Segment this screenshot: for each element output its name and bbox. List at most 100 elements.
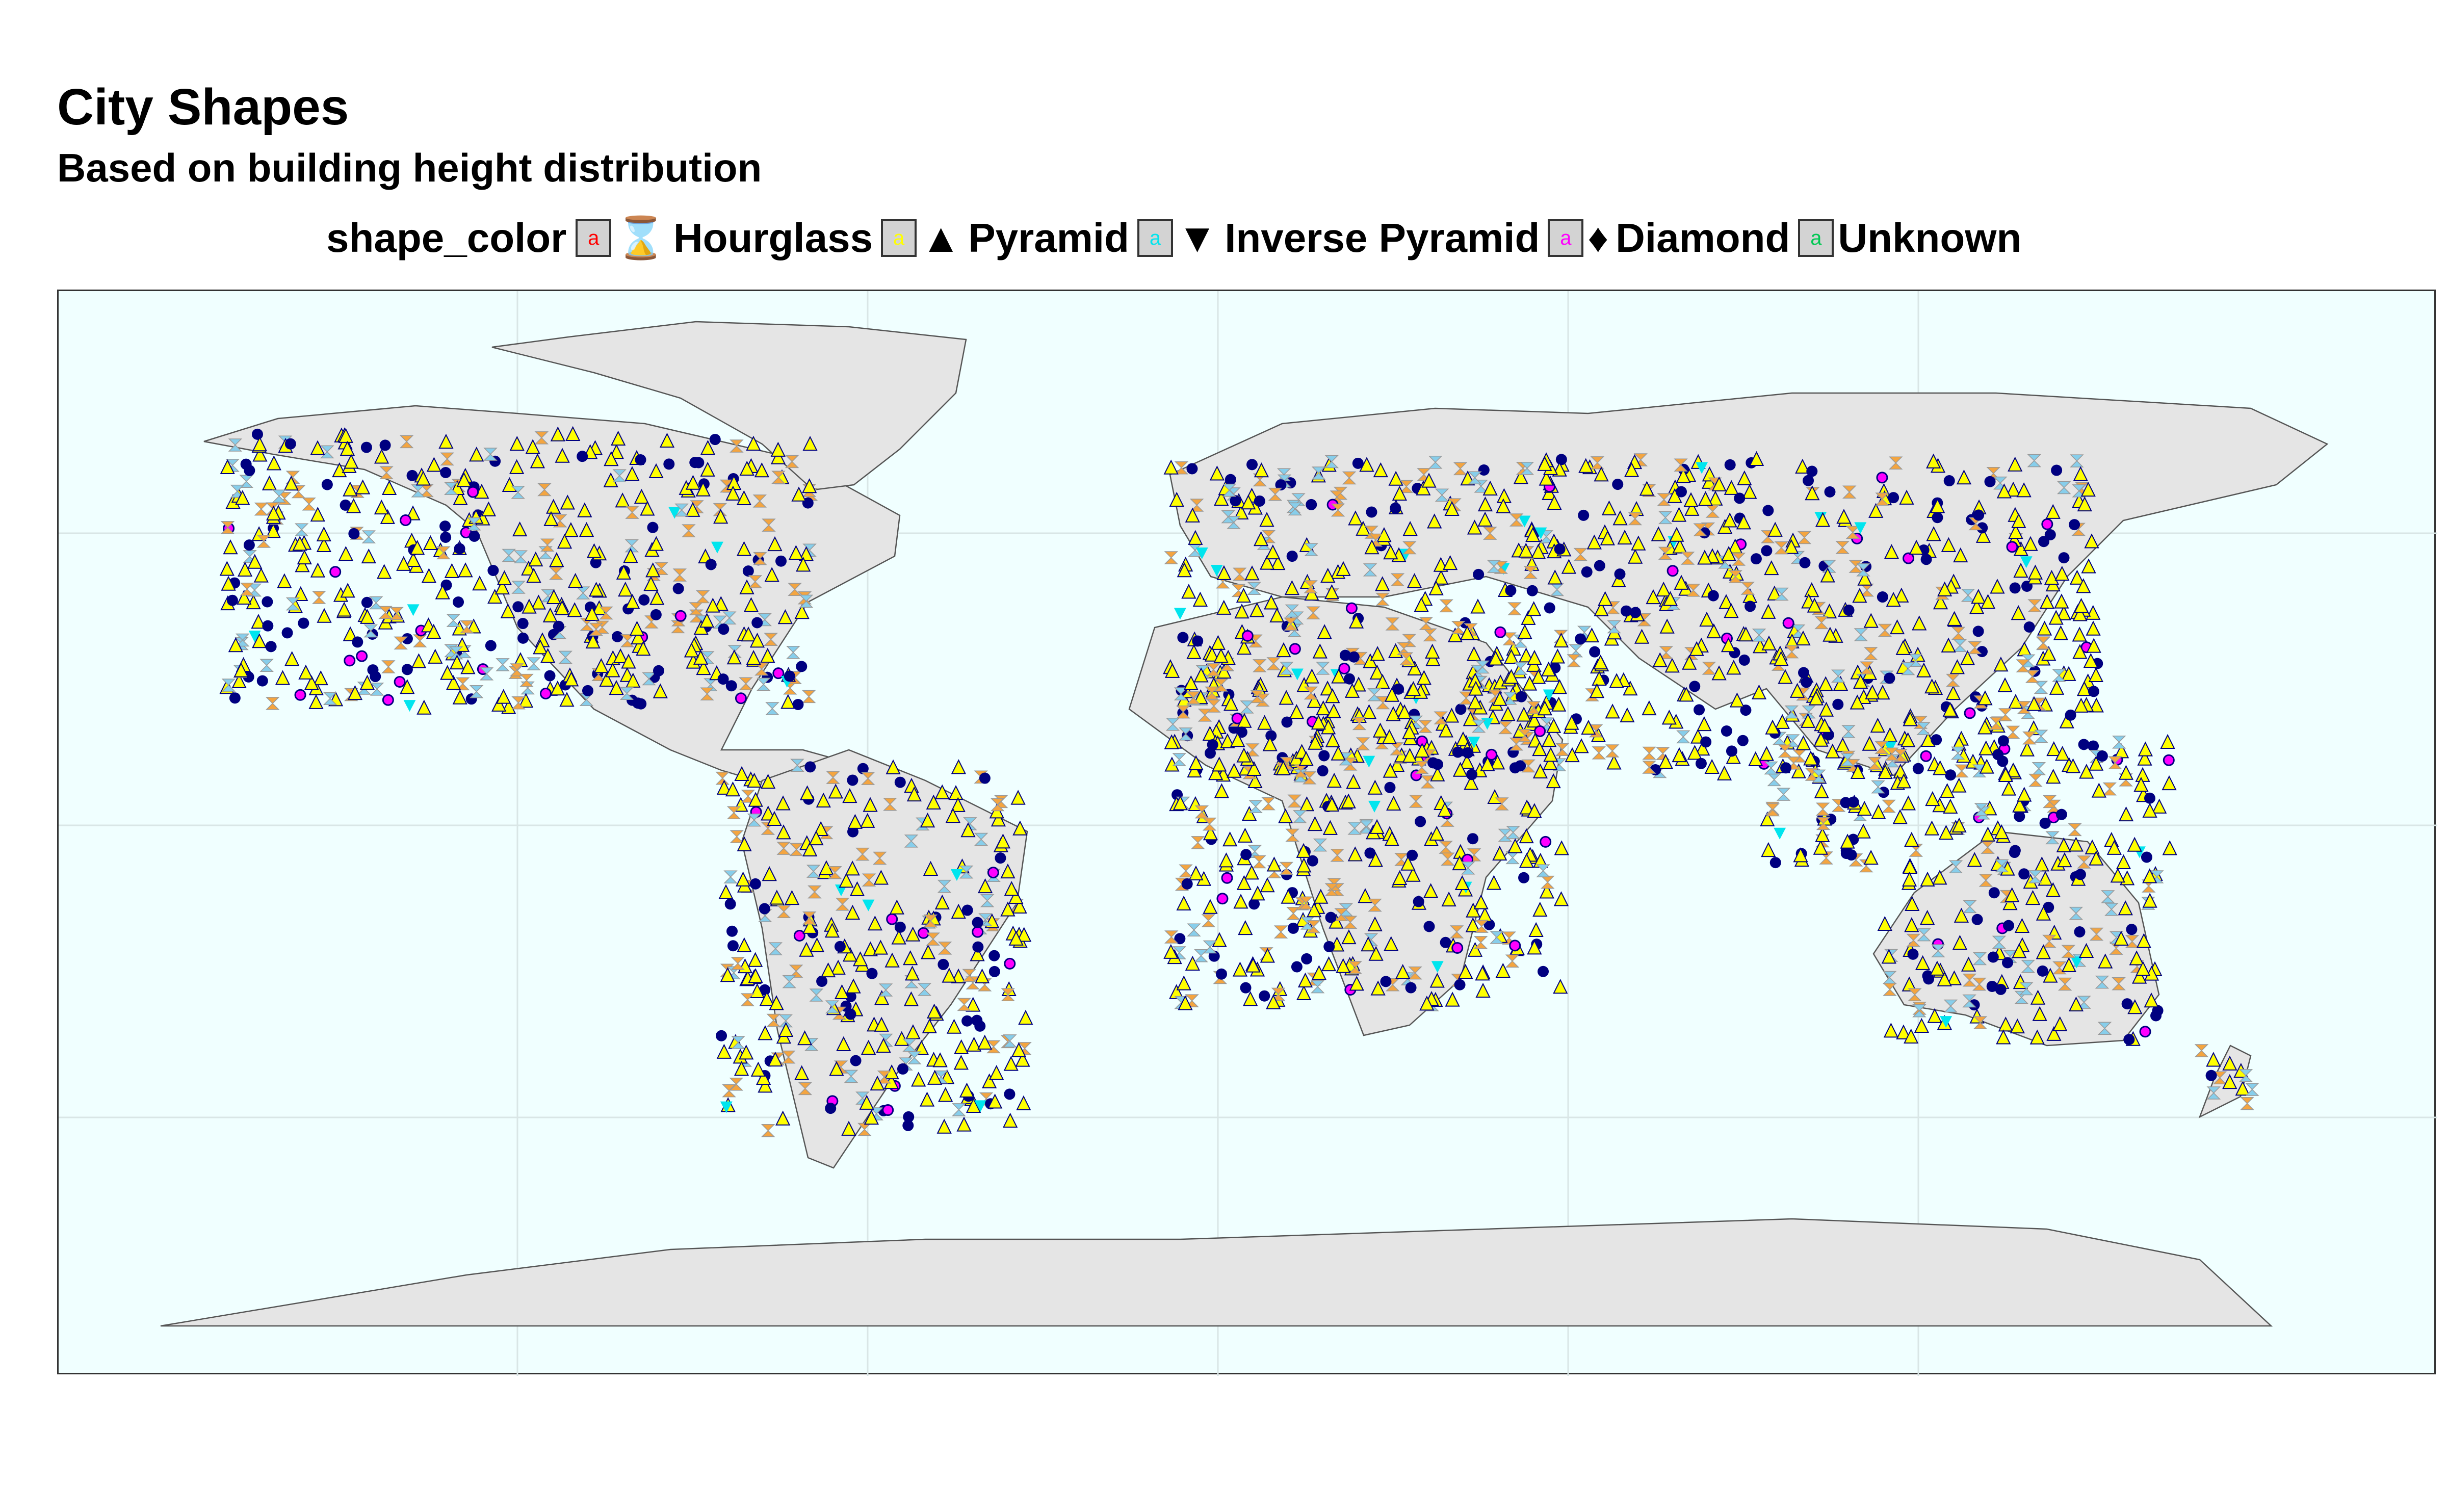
point-marker <box>1544 602 1555 614</box>
pyramid-marker <box>1759 746 1774 761</box>
point-marker <box>577 451 588 462</box>
point-marker <box>468 530 480 542</box>
point-marker <box>749 878 761 890</box>
hourglass-marker <box>907 1051 922 1064</box>
diamond-marker <box>972 926 984 938</box>
pyramid-marker <box>252 436 268 452</box>
hourglass-marker <box>240 582 254 596</box>
hourglass-marker <box>2068 823 2082 837</box>
hourglass-marker <box>1509 513 1524 527</box>
pyramid-marker <box>502 477 517 492</box>
hourglass-marker <box>1974 803 1989 816</box>
pyramid-marker <box>891 929 906 945</box>
pyramid-marker <box>735 871 751 887</box>
pyramid-marker <box>1427 513 1442 529</box>
point-marker <box>1204 747 1216 759</box>
hourglass-marker <box>980 894 995 907</box>
point-marker <box>1801 676 1812 688</box>
hourglass-marker <box>1912 1004 1927 1018</box>
pyramid-marker <box>1800 713 1816 728</box>
hourglass-marker <box>1642 761 1656 774</box>
hourglass-marker <box>1408 966 1422 980</box>
pyramid-marker <box>1176 975 1191 990</box>
point-marker <box>2074 869 2086 880</box>
pyramid-marker <box>1862 736 1877 751</box>
pyramid-marker <box>2008 456 2023 472</box>
pyramid-marker <box>1003 1056 1019 1071</box>
pyramid-marker <box>1185 955 1201 971</box>
pyramid-marker <box>991 812 1006 827</box>
pyramid-marker <box>864 1109 879 1125</box>
hourglass-marker <box>1893 749 1908 762</box>
pyramid-marker <box>1384 687 1400 702</box>
point-marker <box>2074 926 2086 937</box>
hourglass-marker <box>1285 828 1299 842</box>
pyramid-marker <box>1883 1023 1899 1038</box>
point-marker <box>1526 585 1538 596</box>
legend-label-pyramid: Pyramid <box>968 215 1130 260</box>
pyramid-marker <box>828 784 843 799</box>
pyramid-marker <box>1492 691 1507 706</box>
hourglass-marker <box>1842 485 1857 499</box>
pyramid-marker <box>1265 544 1281 560</box>
pyramid-marker <box>1564 715 1579 730</box>
hourglass-marker <box>1875 741 1889 754</box>
hourglass-marker <box>259 659 274 672</box>
pyramid-marker <box>1951 777 1967 793</box>
point-marker <box>816 975 828 987</box>
pyramid-marker <box>906 786 922 802</box>
pyramid-marker <box>739 1045 754 1060</box>
pyramid-marker <box>705 597 720 613</box>
greenland <box>491 321 967 491</box>
point-marker <box>1287 922 1299 934</box>
pyramid-marker <box>802 478 817 493</box>
pyramid-marker <box>500 603 515 618</box>
pyramid-marker <box>1672 747 1687 763</box>
pyramid-marker <box>491 696 507 712</box>
pyramid-marker <box>2162 840 2177 855</box>
pyramid-marker <box>1815 512 1831 527</box>
pyramid-marker <box>718 884 734 899</box>
point-marker <box>1877 591 1888 603</box>
pyramid-marker <box>219 561 235 576</box>
hourglass-marker <box>695 590 710 604</box>
point-marker <box>804 761 816 773</box>
pyramid-marker <box>1364 539 1379 555</box>
pyramid-marker <box>1238 920 1253 935</box>
pyramid-marker <box>734 1061 749 1076</box>
point-marker <box>1555 454 1567 465</box>
pyramid-marker <box>233 662 249 677</box>
pyramid-marker <box>611 430 626 446</box>
hourglass-marker <box>2027 454 2042 467</box>
pyramid-marker <box>769 890 785 905</box>
hourglass-marker <box>1279 862 1294 875</box>
hourglass-marker <box>1434 711 1448 725</box>
pyramid-marker <box>586 543 602 558</box>
hourglass-marker <box>1765 803 1780 817</box>
pyramid-marker <box>1775 714 1790 729</box>
pyramid-marker <box>1767 585 1782 601</box>
pyramid-marker <box>1016 1095 1031 1110</box>
pyramid-marker <box>1388 471 1403 486</box>
pyramid-marker <box>1592 670 1607 686</box>
pyramid-marker <box>1458 963 1473 979</box>
pyramid-marker <box>2059 713 2074 728</box>
pyramid-marker <box>472 575 487 591</box>
diamond-marker <box>1451 942 1464 954</box>
pyramid-marker <box>1176 895 1191 911</box>
pyramid-marker <box>1321 956 1337 972</box>
pyramid-marker <box>1946 611 1962 626</box>
pyramid-marker <box>764 567 779 582</box>
pyramid-marker <box>1836 509 1852 524</box>
pyramid-marker <box>1257 715 1272 730</box>
pyramid-marker <box>1620 707 1635 722</box>
hourglass-marker <box>1203 940 1217 954</box>
pyramid-marker <box>1475 982 1491 998</box>
pyramid-marker <box>922 1018 937 1033</box>
pyramid-marker <box>1331 668 1346 684</box>
hourglass-marker <box>2019 982 2034 996</box>
pyramid-marker <box>748 968 763 983</box>
hourglass-marker <box>1776 788 1791 801</box>
hourglass-marker <box>1292 810 1307 823</box>
inverse-pyramid-marker <box>862 899 875 911</box>
